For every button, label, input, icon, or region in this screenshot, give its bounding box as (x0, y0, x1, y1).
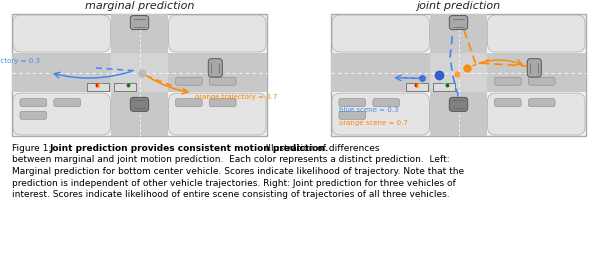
FancyBboxPatch shape (339, 99, 365, 107)
Bar (331, 14, 586, 136)
Text: Joint prediction provides consistent motion prediction.: Joint prediction provides consistent mot… (49, 144, 329, 153)
Bar (112, 53, 167, 92)
Text: Marginal prediction for bottom center vehicle. Scores indicate likelihood of tra: Marginal prediction for bottom center ve… (12, 167, 464, 176)
Bar (433, 83, 455, 91)
FancyBboxPatch shape (339, 111, 365, 119)
Text: blue trajectory = 0.3: blue trajectory = 0.3 (0, 58, 40, 64)
Text: Illustration of differences: Illustration of differences (260, 144, 379, 153)
Text: marginal prediction: marginal prediction (85, 1, 194, 11)
FancyBboxPatch shape (130, 97, 149, 111)
Text: joint prediction: joint prediction (416, 1, 501, 11)
FancyBboxPatch shape (176, 99, 202, 107)
FancyBboxPatch shape (528, 99, 555, 107)
FancyBboxPatch shape (210, 77, 236, 85)
FancyBboxPatch shape (527, 59, 541, 77)
Bar (431, 14, 487, 136)
Text: prediction is independent of other vehicle trajectories. Right: Joint prediction: prediction is independent of other vehic… (12, 178, 456, 188)
FancyBboxPatch shape (54, 99, 80, 107)
FancyBboxPatch shape (210, 99, 236, 107)
Text: Figure 1:: Figure 1: (12, 144, 57, 153)
FancyBboxPatch shape (487, 93, 585, 135)
Bar (12, 14, 267, 136)
FancyBboxPatch shape (169, 15, 266, 52)
FancyBboxPatch shape (20, 99, 47, 107)
FancyBboxPatch shape (487, 15, 585, 52)
Bar (12, 53, 267, 92)
Text: orange trajectory = 0.7: orange trajectory = 0.7 (195, 94, 277, 100)
Bar (114, 83, 136, 91)
FancyBboxPatch shape (130, 16, 149, 29)
Bar (431, 53, 487, 92)
FancyBboxPatch shape (332, 93, 429, 135)
FancyBboxPatch shape (495, 99, 521, 107)
FancyBboxPatch shape (495, 77, 521, 85)
FancyBboxPatch shape (20, 111, 47, 119)
FancyBboxPatch shape (449, 97, 467, 111)
FancyBboxPatch shape (373, 99, 399, 107)
FancyBboxPatch shape (332, 15, 429, 52)
Bar (112, 14, 167, 136)
Text: interest. Scores indicate likelihood of entire scene consisting of trajectories : interest. Scores indicate likelihood of … (12, 190, 449, 199)
FancyBboxPatch shape (13, 93, 111, 135)
FancyBboxPatch shape (13, 15, 111, 52)
FancyBboxPatch shape (176, 77, 202, 85)
FancyBboxPatch shape (169, 93, 266, 135)
Bar (87, 83, 109, 91)
FancyBboxPatch shape (449, 16, 467, 29)
Bar (406, 83, 428, 91)
Text: blue scene = 0.3: blue scene = 0.3 (339, 107, 398, 113)
Text: orange scene = 0.7: orange scene = 0.7 (339, 120, 408, 126)
FancyBboxPatch shape (208, 59, 222, 77)
FancyBboxPatch shape (528, 77, 555, 85)
Bar (331, 53, 586, 92)
Text: between marginal and joint motion prediction.  Each color represents a distinct : between marginal and joint motion predic… (12, 155, 449, 165)
